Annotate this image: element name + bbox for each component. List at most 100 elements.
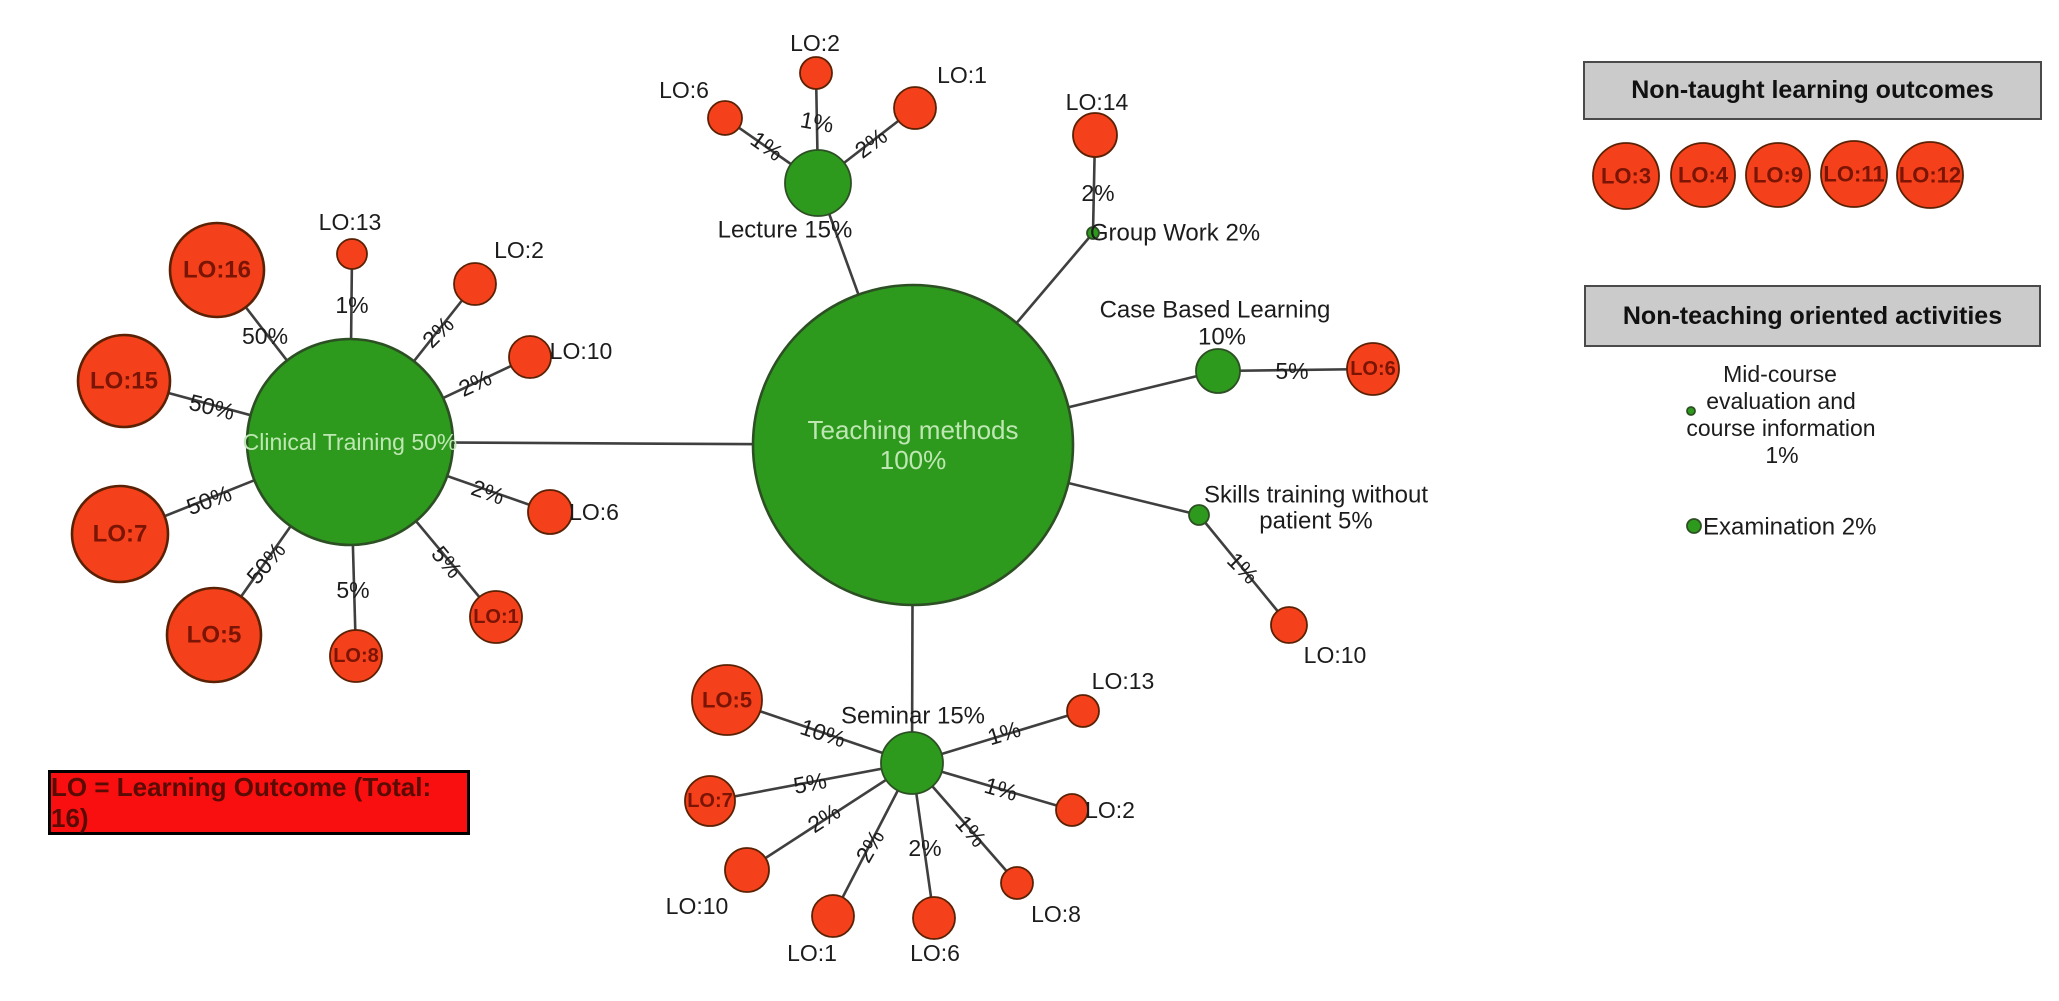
node-sem_lo7-circle — [684, 775, 736, 827]
floating-label-2-lo-1: LO:1 — [937, 62, 987, 88]
edge-seminar-sem_lo10-percent-label: 2% — [803, 798, 845, 838]
edge-cbl-cbl_lo6-percent-label: 5% — [1275, 358, 1308, 384]
node-c_lo7-circle — [70, 484, 170, 584]
non-taught-outcomes-header: Non-taught learning outcomes — [1583, 61, 2042, 120]
floating-label-16-lo-13: LO:13 — [1092, 668, 1155, 694]
edge-seminar-sem_lo7 — [709, 761, 913, 803]
floating-label-11-10-: 10% — [1198, 324, 1246, 351]
floating-label-23-evaluation-and: evaluation and — [1706, 388, 1856, 414]
node-exam_dot-circle — [1686, 518, 1702, 534]
edge-clinical-c_lo15-percent-label: 50% — [187, 389, 238, 425]
node-nt_lo3-circle — [1592, 142, 1660, 210]
node-nt_lo3-label: LO:3 — [1601, 164, 1651, 189]
edge-clinical-c_lo16-percent-label: 50% — [242, 323, 288, 349]
node-teaching-circle — [751, 283, 1075, 607]
node-c_lo10-circle — [508, 335, 552, 379]
edge-clinical-c_lo2-percent-label: 2% — [417, 311, 459, 353]
floating-label-15-seminar-15-: Seminar 15% — [841, 703, 985, 730]
edge-skills-s_lo10 — [1197, 514, 1291, 626]
node-skills-circle — [1188, 504, 1210, 526]
edge-seminar-sem_lo1-percent-label: 2% — [850, 825, 889, 867]
node-c_lo5-label: LO:5 — [187, 622, 242, 649]
node-c_lo5-circle — [165, 586, 263, 684]
node-sem_lo10-circle — [724, 847, 770, 893]
floating-label-14-lo-10: LO:10 — [1304, 642, 1367, 668]
node-nt_lo12-circle — [1896, 141, 1964, 209]
non-teaching-activities-header: Non-teaching oriented activities — [1584, 285, 2041, 347]
node-sem_lo7-label: LO:7 — [687, 790, 733, 812]
floating-label-10-case-based-learning: Case Based Learning — [1100, 297, 1331, 324]
node-nt_lo9-label: LO:9 — [1753, 163, 1803, 188]
lo-legend-box: LO = Learning Outcome (Total: 16) — [48, 770, 470, 835]
node-gw_lo14-circle — [1072, 112, 1118, 158]
node-s_lo10-circle — [1270, 606, 1308, 644]
floating-label-22-mid-course: Mid-course — [1723, 361, 1837, 387]
node-cbl_lo6-label: LO:6 — [1350, 358, 1396, 380]
floating-label-6-lo-13: LO:13 — [319, 209, 382, 235]
node-sem_lo6-circle — [912, 896, 956, 940]
node-c_lo15-label: LO:15 — [90, 368, 158, 395]
floating-label-21-lo-10: LO:10 — [666, 893, 729, 919]
floating-label-20-lo-1: LO:1 — [787, 940, 837, 966]
floating-label-0-lo-6: LO:6 — [659, 77, 709, 103]
node-c_lo6-circle — [527, 489, 573, 535]
floating-label-17-lo-2: LO:2 — [1085, 797, 1135, 823]
node-c_lo16-circle — [168, 221, 266, 319]
node-cbl-circle — [1195, 348, 1241, 394]
node-c_lo15-circle — [76, 333, 172, 429]
node-teaching-label-line0: Teaching methods — [807, 415, 1018, 445]
node-c_lo7-label: LO:7 — [93, 521, 148, 548]
floating-label-26-examination-2-: Examination 2% — [1703, 514, 1876, 541]
node-c_lo13-circle — [336, 238, 368, 270]
floating-label-18-lo-8: LO:8 — [1031, 901, 1081, 927]
node-clinical-label: Clinical Training 50% — [243, 429, 458, 455]
node-l_lo6-circle — [707, 100, 743, 136]
node-l_lo1-circle — [893, 86, 937, 130]
edge-clinical-c_lo10-percent-label: 2% — [454, 364, 495, 402]
node-sem_lo5-circle — [691, 664, 763, 736]
node-nt_lo9-circle — [1745, 142, 1811, 208]
node-c_lo1-label: LO:1 — [473, 606, 519, 628]
edge-skills-s_lo10-percent-label: 1% — [1222, 547, 1264, 589]
node-sem_lo1-circle — [811, 894, 855, 938]
node-c_lo16-label: LO:16 — [183, 257, 251, 284]
node-mid_dot-circle — [1686, 406, 1696, 416]
floating-label-4-lecture-15-: Lecture 15% — [718, 217, 853, 244]
node-nt_lo12-label: LO:12 — [1899, 163, 1961, 188]
floating-label-5-group-work-2-: Group Work 2% — [1090, 220, 1260, 247]
node-c_lo1-circle — [469, 590, 523, 644]
node-seminar-circle — [880, 731, 944, 795]
node-sem_lo8-circle — [1000, 866, 1034, 900]
node-groupwork-circle — [1086, 226, 1100, 240]
floating-label-7-lo-2: LO:2 — [494, 237, 544, 263]
edge-seminar-sem_lo6-percent-label: 2% — [908, 835, 941, 861]
edge-seminar-sem_lo13-percent-label: 1% — [984, 716, 1023, 751]
node-c_lo8-circle — [329, 629, 383, 683]
floating-label-19-lo-6: LO:6 — [910, 940, 960, 966]
node-nt_lo11-circle — [1820, 140, 1888, 208]
floating-label-13-patient-5-: patient 5% — [1259, 508, 1372, 535]
edge-clinical-c_lo5-percent-label: 50% — [241, 537, 291, 589]
edge-clinical-c_lo6-percent-label: 2% — [468, 474, 508, 509]
edge-clinical-c_lo8-percent-label: 5% — [336, 577, 369, 603]
edge-lecture-l_lo6-percent-label: 1% — [746, 126, 788, 166]
floating-label-24-course-information: course information — [1686, 415, 1875, 441]
edge-seminar-sem_lo10 — [746, 761, 913, 872]
node-cbl_lo6-circle — [1346, 342, 1400, 396]
floating-label-3-lo-14: LO:14 — [1066, 89, 1129, 115]
node-l_lo2-circle — [799, 56, 833, 90]
edge-lecture-l_lo2-percent-label: 1% — [798, 106, 835, 137]
floating-label-1-lo-2: LO:2 — [790, 30, 840, 56]
edge-clinical-c_lo7-percent-label: 50% — [183, 480, 235, 520]
edge-clinical-c_lo13-percent-label: 1% — [335, 292, 368, 318]
edge-groupwork-gw_lo14-percent-label: 2% — [1081, 180, 1114, 206]
node-sem_lo2-circle — [1055, 793, 1089, 827]
edge-seminar-sem_lo7-percent-label: 5% — [791, 767, 829, 799]
node-lecture-circle — [784, 149, 852, 217]
node-sem_lo5-label: LO:5 — [702, 688, 752, 713]
edge-seminar-sem_lo2-percent-label: 1% — [981, 772, 1020, 806]
node-clinical-circle — [245, 337, 455, 547]
node-nt_lo11-label: LO:11 — [1823, 162, 1884, 187]
